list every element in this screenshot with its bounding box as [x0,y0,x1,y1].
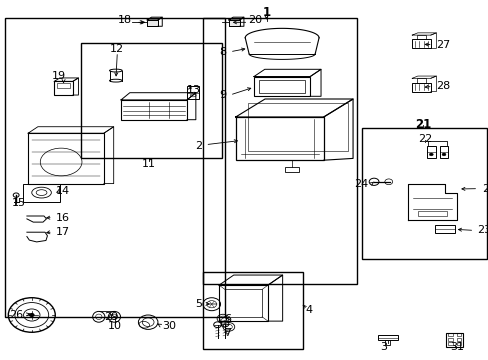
Text: 24: 24 [353,179,367,189]
Bar [439,146,447,158]
Circle shape [441,153,445,156]
Text: 19: 19 [52,71,65,81]
Text: 26: 26 [9,310,23,320]
Text: 12: 12 [110,44,124,54]
Bar [447,342,452,345]
Bar [121,100,186,120]
Bar [228,20,239,26]
Text: 23: 23 [476,225,488,235]
Text: 31: 31 [449,342,463,352]
Bar [361,128,486,259]
Text: 9: 9 [218,90,225,100]
Text: 14: 14 [56,186,70,196]
Bar [247,103,347,151]
Bar [456,342,461,345]
Bar [259,80,305,93]
Text: 13: 13 [186,85,201,95]
Bar [456,338,461,341]
Bar [416,35,425,40]
Bar [57,83,70,88]
Bar [187,86,199,99]
Text: 29: 29 [104,312,119,322]
Bar [417,211,447,216]
Bar [147,20,158,26]
Text: 4: 4 [305,305,312,315]
Text: 2: 2 [194,141,202,151]
Text: 30: 30 [162,321,176,331]
Bar [385,340,389,345]
Bar [28,133,104,184]
Bar [147,20,158,26]
Text: 3: 3 [380,342,386,352]
Text: 21: 21 [414,118,430,131]
Text: 20: 20 [248,15,262,25]
Text: 28: 28 [435,81,449,91]
Text: 17: 17 [56,227,70,237]
Bar [416,78,425,83]
Bar [284,167,299,172]
Bar [446,333,462,347]
Text: 18: 18 [118,15,132,25]
Bar [411,40,430,48]
Bar [54,81,73,95]
Text: 6: 6 [224,314,231,324]
Bar [426,146,435,158]
Bar [228,20,239,26]
Text: 25: 25 [481,184,488,194]
Text: 1: 1 [262,6,270,19]
Bar [411,83,430,91]
Bar [203,18,356,284]
Bar [447,333,452,336]
Text: 16: 16 [56,213,70,223]
Bar [203,272,303,349]
Text: 15: 15 [12,198,26,208]
Circle shape [29,313,35,317]
Bar [5,18,224,317]
Bar [219,285,267,321]
Text: 10: 10 [108,321,122,331]
Bar [377,335,397,340]
Bar [254,77,309,96]
Bar [228,20,239,26]
Text: 8: 8 [218,47,225,57]
Text: 11: 11 [142,159,156,169]
Bar [81,43,222,158]
Text: 7: 7 [224,328,231,338]
Circle shape [428,153,432,156]
Bar [456,333,461,336]
Bar [224,289,262,317]
Bar [147,20,158,26]
Text: 22: 22 [417,134,432,144]
Text: 5: 5 [195,299,202,309]
Bar [23,184,60,202]
Bar [447,338,452,341]
Bar [434,225,454,233]
Text: 27: 27 [435,40,449,50]
Bar [235,117,323,160]
